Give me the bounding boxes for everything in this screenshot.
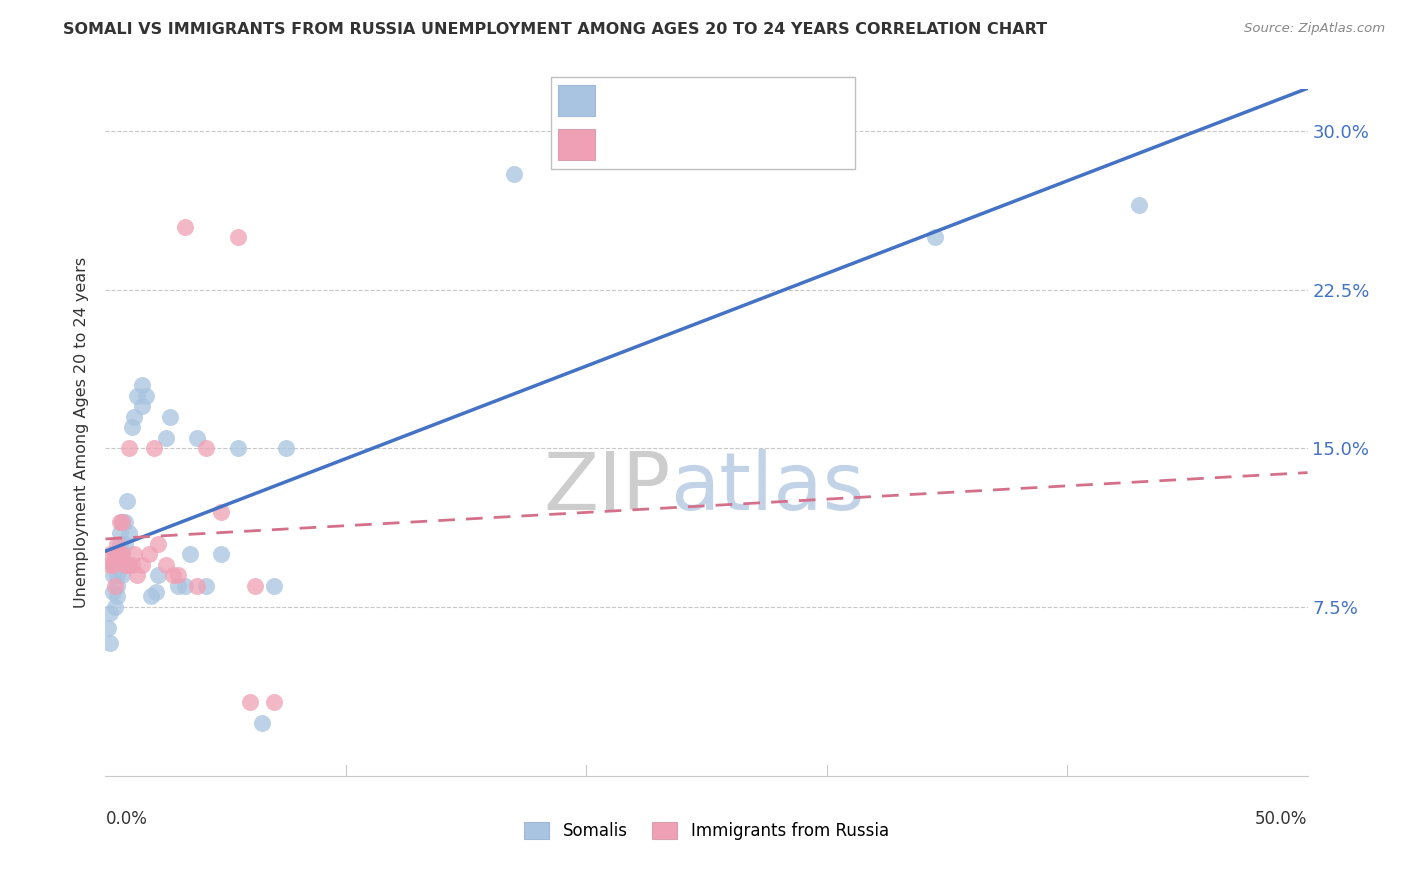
Point bbox=[162, 568, 184, 582]
Point bbox=[173, 579, 195, 593]
Point bbox=[115, 558, 138, 572]
Point bbox=[101, 585, 124, 599]
Point bbox=[107, 579, 129, 593]
Point bbox=[114, 516, 136, 530]
Point bbox=[145, 585, 167, 599]
Point bbox=[131, 378, 153, 392]
Point bbox=[107, 568, 129, 582]
Point bbox=[503, 167, 526, 181]
Point bbox=[138, 547, 160, 561]
Text: 50.0%: 50.0% bbox=[1256, 810, 1308, 828]
Point bbox=[148, 568, 170, 582]
Point bbox=[148, 536, 170, 550]
Text: 0.0%: 0.0% bbox=[105, 810, 148, 828]
Point bbox=[186, 579, 208, 593]
Point bbox=[226, 442, 249, 456]
Point bbox=[108, 536, 131, 550]
Point bbox=[98, 558, 121, 572]
Point bbox=[114, 558, 136, 572]
Point bbox=[250, 716, 273, 731]
Point bbox=[104, 547, 127, 561]
Point bbox=[104, 599, 127, 614]
Point bbox=[125, 389, 148, 403]
Point bbox=[104, 579, 127, 593]
Point bbox=[107, 547, 129, 561]
Point bbox=[135, 389, 157, 403]
Text: atlas: atlas bbox=[671, 449, 865, 526]
Point bbox=[166, 568, 188, 582]
Point bbox=[104, 558, 127, 572]
Text: R = 0.472: R = 0.472 bbox=[607, 92, 697, 110]
Point bbox=[195, 442, 218, 456]
Point bbox=[98, 607, 121, 621]
Point bbox=[108, 547, 131, 561]
Point bbox=[243, 579, 266, 593]
Point bbox=[209, 505, 232, 519]
FancyBboxPatch shape bbox=[551, 77, 855, 169]
Point bbox=[98, 547, 121, 561]
Point bbox=[131, 558, 153, 572]
Point bbox=[101, 558, 124, 572]
Point bbox=[111, 547, 134, 561]
Point bbox=[155, 558, 177, 572]
FancyBboxPatch shape bbox=[558, 85, 595, 116]
Legend: Somalis, Immigrants from Russia: Somalis, Immigrants from Russia bbox=[517, 815, 896, 847]
Point bbox=[166, 579, 188, 593]
Point bbox=[924, 230, 946, 244]
Point bbox=[108, 558, 131, 572]
Point bbox=[111, 516, 134, 530]
Point bbox=[1128, 198, 1150, 212]
Point bbox=[115, 494, 138, 508]
Point bbox=[115, 558, 138, 572]
Y-axis label: Unemployment Among Ages 20 to 24 years: Unemployment Among Ages 20 to 24 years bbox=[75, 257, 90, 608]
Point bbox=[107, 590, 129, 604]
Point bbox=[104, 547, 127, 561]
Point bbox=[114, 536, 136, 550]
Point bbox=[118, 526, 141, 541]
Point bbox=[125, 568, 148, 582]
Point bbox=[139, 590, 162, 604]
Text: Source: ZipAtlas.com: Source: ZipAtlas.com bbox=[1244, 22, 1385, 36]
Point bbox=[111, 547, 134, 561]
Text: SOMALI VS IMMIGRANTS FROM RUSSIA UNEMPLOYMENT AMONG AGES 20 TO 24 YEARS CORRELAT: SOMALI VS IMMIGRANTS FROM RUSSIA UNEMPLO… bbox=[63, 22, 1047, 37]
Point bbox=[108, 526, 131, 541]
Point bbox=[121, 558, 143, 572]
Text: ZIP: ZIP bbox=[543, 449, 671, 526]
Point bbox=[98, 636, 121, 650]
Point bbox=[111, 516, 134, 530]
Point bbox=[121, 420, 143, 434]
Point bbox=[101, 568, 124, 582]
Point bbox=[107, 536, 129, 550]
Text: R =  0.198: R = 0.198 bbox=[607, 136, 703, 153]
Point bbox=[108, 516, 131, 530]
Text: N =  31: N = 31 bbox=[749, 136, 823, 153]
Point bbox=[263, 579, 285, 593]
Point bbox=[97, 621, 120, 635]
Point bbox=[209, 547, 232, 561]
Point bbox=[226, 230, 249, 244]
Point bbox=[195, 579, 218, 593]
Point bbox=[179, 547, 201, 561]
Point bbox=[263, 695, 285, 709]
Point bbox=[159, 409, 181, 424]
Point bbox=[186, 431, 208, 445]
Point bbox=[114, 558, 136, 572]
Point bbox=[131, 399, 153, 413]
Point bbox=[239, 695, 262, 709]
Point bbox=[173, 219, 195, 234]
Text: N = 50: N = 50 bbox=[749, 92, 817, 110]
Point bbox=[124, 409, 146, 424]
Point bbox=[111, 568, 134, 582]
Point bbox=[274, 442, 297, 456]
Point bbox=[124, 547, 146, 561]
Point bbox=[118, 558, 141, 572]
Point bbox=[118, 442, 141, 456]
FancyBboxPatch shape bbox=[558, 129, 595, 160]
Point bbox=[101, 558, 124, 572]
Point bbox=[155, 431, 177, 445]
Point bbox=[142, 442, 165, 456]
